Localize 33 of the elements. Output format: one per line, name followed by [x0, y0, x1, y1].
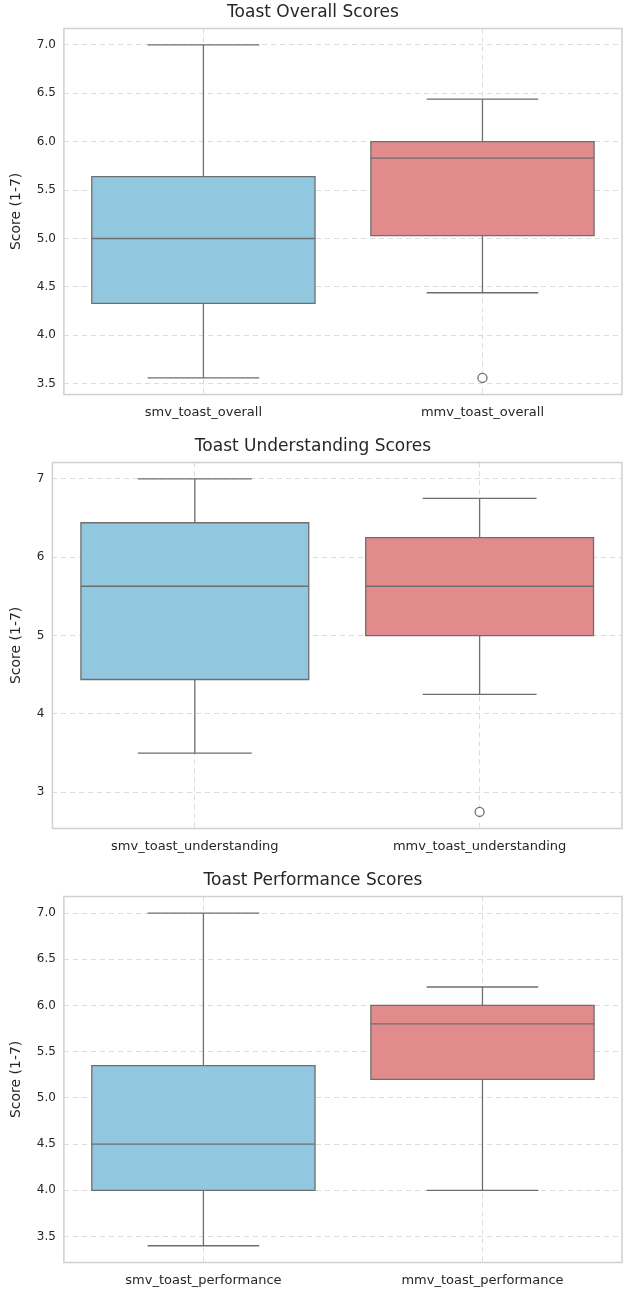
y-tick-label: 4.5 — [36, 1136, 56, 1151]
x-tick-label: smv_toast_overall — [144, 403, 263, 419]
x-tick-label: smv_toast_understanding — [111, 837, 279, 853]
y-tick-label: 5 — [36, 627, 45, 642]
y-tick-label: 5.5 — [36, 182, 56, 197]
chart-title: Toast Overall Scores — [226, 0, 400, 21]
y-tick-label: 4.0 — [36, 327, 56, 342]
y-axis-title: Score (1-7) — [7, 606, 24, 685]
y-tick-label: 6.0 — [36, 997, 56, 1012]
y-tick-label: 4.5 — [36, 279, 56, 294]
chart-title: Toast Performance Scores — [202, 868, 423, 889]
y-tick-label: 5.0 — [36, 230, 56, 245]
y-tick-label: 5.5 — [36, 1043, 56, 1058]
x-tick-label: mmv_toast_overall — [420, 403, 545, 419]
y-tick-label: 7 — [36, 470, 45, 485]
chart-title: Toast Understanding Scores — [193, 434, 432, 455]
x-tick-label: mmv_toast_performance — [401, 1271, 564, 1287]
y-tick-label: 6.5 — [36, 85, 56, 100]
y-tick-label: 6 — [36, 549, 45, 564]
y-axis-title: Score (1-7) — [7, 1040, 24, 1119]
y-tick-label: 3.5 — [36, 1228, 56, 1243]
y-tick-label: 5.0 — [36, 1090, 56, 1105]
y-tick-label: 7.0 — [36, 905, 56, 920]
x-tick-label: smv_toast_performance — [125, 1271, 282, 1287]
y-tick-label: 3 — [36, 784, 45, 799]
y-axis-title: Score (1-7) — [7, 172, 24, 251]
y-tick-label: 4 — [36, 706, 45, 721]
y-tick-label: 4.0 — [36, 1182, 56, 1197]
y-tick-label: 3.5 — [36, 375, 56, 390]
x-tick-label: mmv_toast_understanding — [392, 837, 567, 853]
y-tick-label: 6.5 — [36, 951, 56, 966]
y-tick-label: 6.0 — [36, 133, 56, 148]
y-tick-label: 7.0 — [36, 36, 56, 51]
